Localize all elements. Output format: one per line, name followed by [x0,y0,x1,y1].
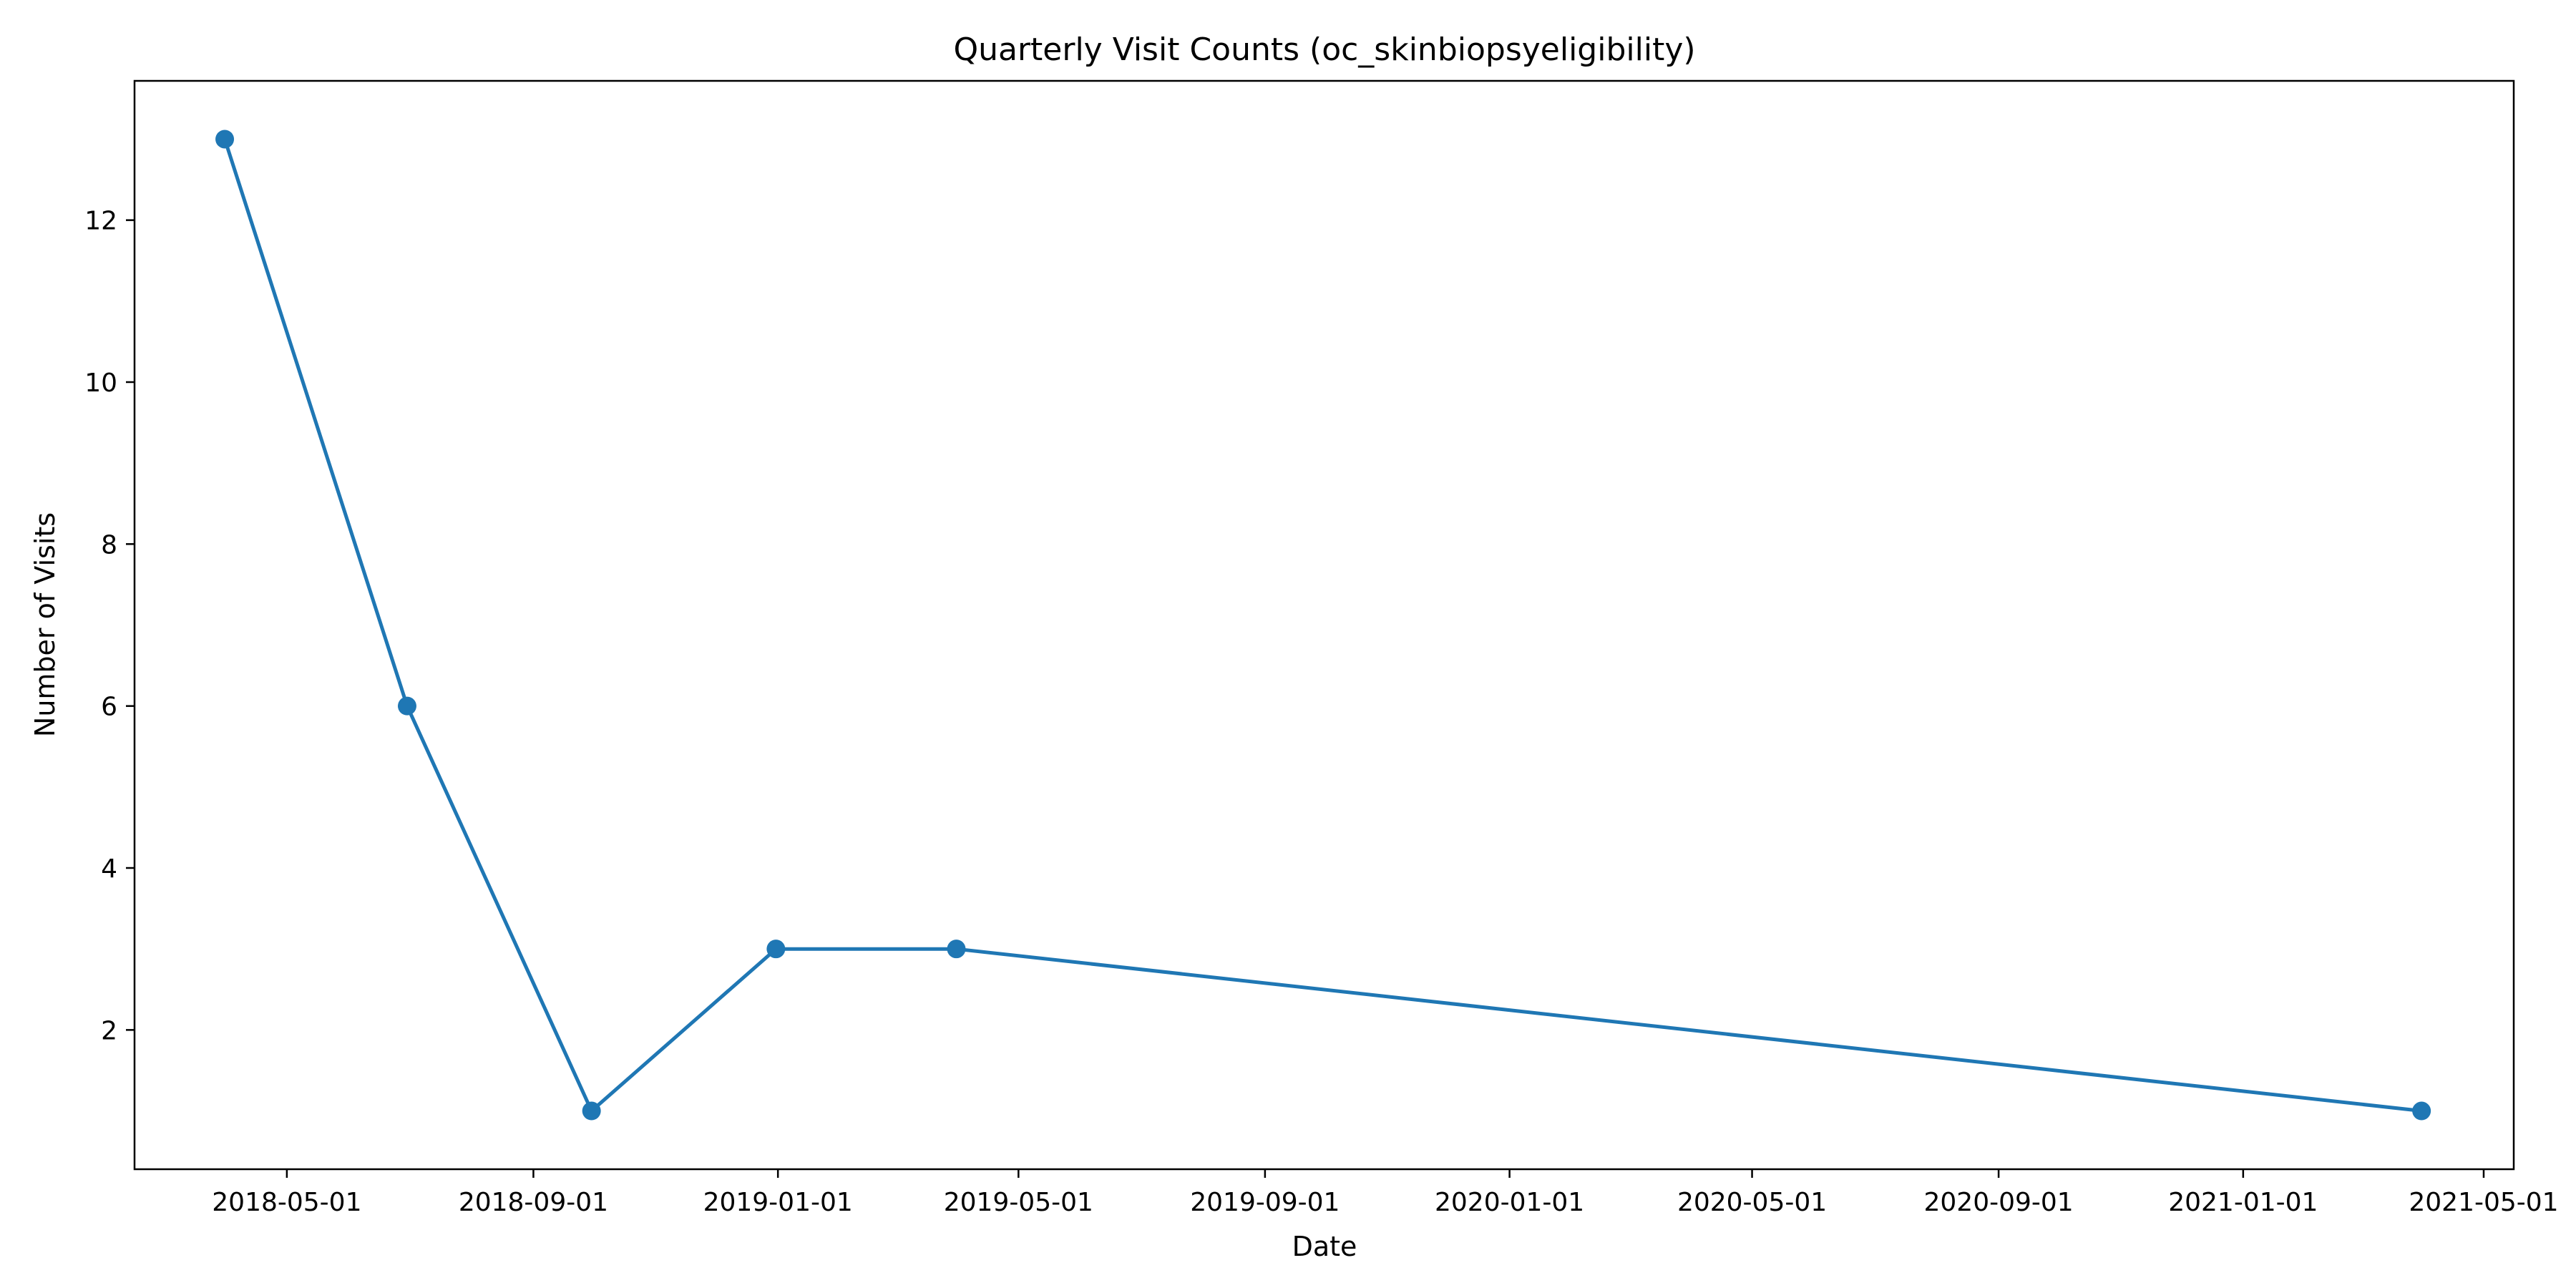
y-tick-label: 2 [101,1016,117,1045]
x-tick-label: 2020-09-01 [1923,1188,2073,1217]
y-tick-label: 6 [101,693,117,722]
y-tick-label: 8 [101,530,117,560]
plot-frame [133,79,2515,1171]
x-tick-label: 2019-05-01 [944,1188,1093,1217]
data-point [766,940,786,959]
y-tick-label: 4 [101,854,117,884]
data-point [2412,1101,2431,1121]
x-tick-label: 2020-05-01 [1677,1188,1827,1217]
y-tick-label: 10 [84,369,117,398]
data-point [947,940,966,959]
data-point [397,696,416,716]
data-point [215,130,235,149]
x-tick-label: 2018-05-01 [212,1188,361,1217]
y-tick-label: 12 [84,207,117,236]
y-axis: 2 4 6 8 10 12 [84,207,135,1045]
chart-title: Quarterly Visit Counts (oc_skinbiopsyeli… [953,31,1695,68]
x-tick-label: 2019-09-01 [1190,1188,1340,1217]
series-line [223,138,2422,1113]
x-axis: 2018-05-01 2018-09-01 2019-01-01 2019-05-01… [212,1169,2559,1217]
x-tick-label: 2018-09-01 [459,1188,608,1217]
data-point [582,1101,601,1121]
x-tick-label: 2019-01-01 [703,1188,853,1217]
plot-area [215,130,2431,1121]
y-axis-label: Number of Visits [29,512,61,737]
x-axis-label: Date [1292,1231,1357,1262]
x-tick-label: 2020-01-01 [1435,1188,1584,1217]
x-tick-label: 2021-01-01 [2168,1188,2318,1217]
x-tick-label: 2021-05-01 [2409,1188,2558,1217]
